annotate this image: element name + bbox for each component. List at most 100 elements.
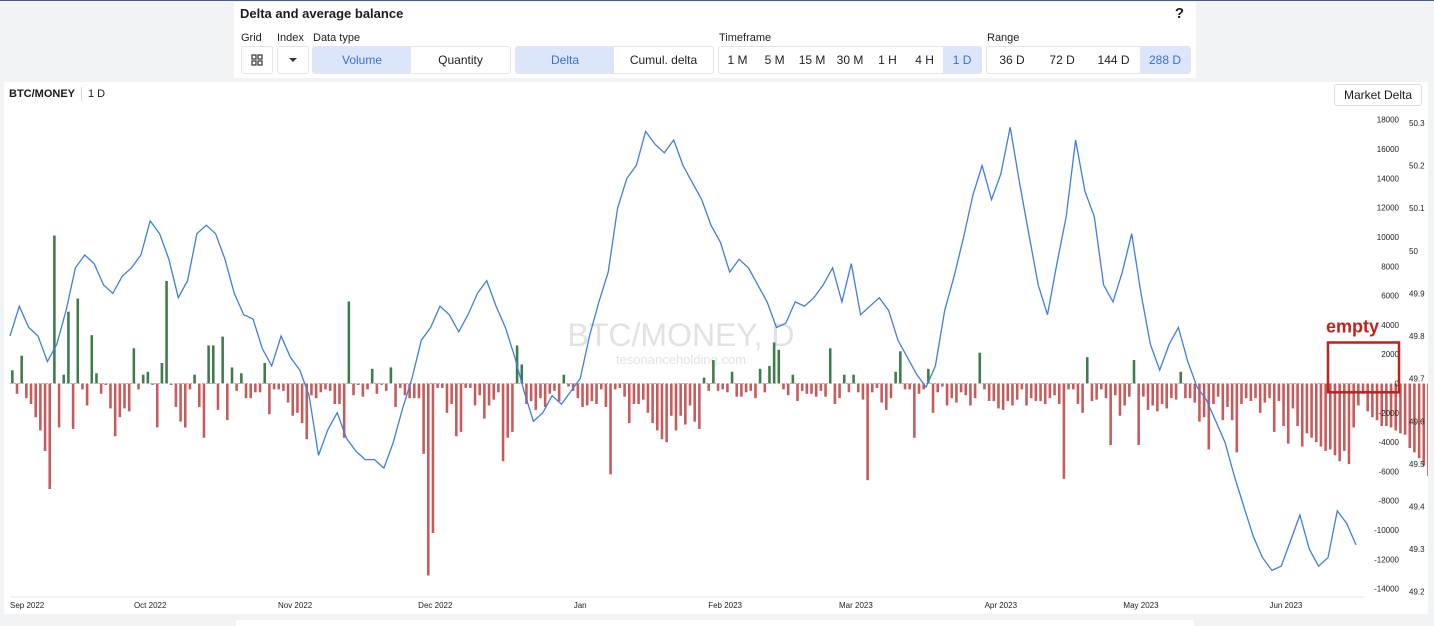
delta-tick-label: -6000 (1379, 467, 1400, 476)
delta-bar (1048, 383, 1052, 399)
balance-axis: 50.3 50.2 50.1 50 49.9 49.8 49.7 49.6 49.5 49.4 49… (1409, 119, 1425, 597)
delta-bar (726, 383, 729, 393)
interval-label: 1 D (88, 88, 106, 100)
delta-bar (665, 383, 668, 443)
delta-bar (53, 235, 56, 384)
timeframe-30m[interactable]: 30 M (836, 53, 864, 67)
delta-bar (1142, 383, 1145, 397)
timeframe-1h[interactable]: 1 H (878, 53, 897, 67)
delta-bar (819, 383, 823, 391)
delta-bar (240, 373, 243, 384)
balance-tick-label: 50.1 (1409, 204, 1425, 213)
delta-bar (328, 383, 332, 391)
balance-tick-label: 49.4 (1409, 503, 1425, 512)
delta-bar (226, 383, 229, 421)
timeframe-1m[interactable]: 1 M (727, 53, 748, 67)
x-tick-label: Oct 2022 (134, 601, 167, 610)
balance-tick-label: 49.5 (1409, 460, 1425, 469)
timeframe-4h[interactable]: 4 H (915, 53, 934, 67)
delta-bar (1053, 383, 1056, 396)
range-288d[interactable]: 288 D (1139, 47, 1190, 73)
delta-tick-label: 8000 (1381, 262, 1399, 271)
delta-bar (520, 364, 524, 384)
delta-bar (1118, 383, 1122, 416)
delta-bar (1043, 383, 1047, 405)
range-36d[interactable]: 36 D (999, 53, 1025, 67)
delta-bar (90, 335, 94, 384)
delta-bar (754, 383, 757, 399)
delta-bar (118, 383, 122, 418)
delta-option[interactable]: Delta (516, 47, 615, 73)
delta-bar (165, 280, 168, 384)
delta-bar (67, 311, 70, 384)
delta-bar (1151, 383, 1154, 406)
delta-bar (212, 345, 215, 384)
delta-bar (389, 367, 393, 384)
delta-bar (305, 383, 309, 440)
timeframe-15m[interactable]: 15 M (798, 53, 826, 67)
delta-bar (1263, 383, 1267, 403)
time-axis: Sep 2022 Oct 2022 Nov 2022 Dec 2022 Jan Feb 2… (10, 596, 1364, 610)
delta-bar (585, 383, 589, 406)
delta-bar (987, 383, 991, 402)
delta-bar (249, 383, 252, 399)
timeframe-1d[interactable]: 1 D (943, 47, 981, 73)
help-icon[interactable]: ? (1174, 5, 1184, 22)
delta-bar (1011, 383, 1014, 406)
delta-bar (777, 349, 781, 384)
delta-bar (1128, 383, 1131, 397)
delta-bar (268, 383, 271, 415)
delta-bar (889, 383, 893, 399)
delta-bar (455, 383, 458, 437)
x-tick-label: May 2023 (1123, 601, 1159, 610)
delta-bar (127, 383, 131, 412)
cumul-delta-option[interactable]: Cumul. delta (629, 53, 698, 67)
delta-bar (324, 383, 327, 390)
delta-bar (1034, 383, 1038, 402)
range-144d[interactable]: 144 D (1097, 53, 1130, 67)
data-type-quantity[interactable]: Quantity (438, 53, 483, 67)
x-tick-label: Nov 2022 (278, 601, 313, 610)
delta-bar (1137, 383, 1140, 446)
delta-bar (576, 383, 580, 399)
chart-container: BTC/MONEY 1 D Market Delta BTC/MONEY, D … (4, 82, 1428, 614)
delta-bar (380, 383, 383, 385)
delta-bar (95, 373, 98, 384)
range-72d[interactable]: 72 D (1049, 53, 1075, 67)
delta-bar (1366, 383, 1369, 412)
delta-tick-label: 6000 (1381, 292, 1399, 301)
delta-bar (71, 383, 75, 429)
index-dropdown[interactable] (277, 46, 309, 74)
delta-bar (314, 383, 318, 399)
delta-chart[interactable]: BTC/MONEY, D tesonanceholding.com 180001… (4, 82, 1428, 614)
delta-bar (361, 383, 365, 397)
delta-bar (679, 383, 682, 416)
timeframe-5m[interactable]: 5 M (764, 53, 785, 67)
delta-bar (300, 383, 304, 424)
grid-button[interactable] (241, 46, 273, 74)
delta-tick-label: 16000 (1377, 145, 1400, 154)
delta-bar (744, 383, 748, 393)
delta-bar (1282, 383, 1285, 427)
delta-bar (342, 383, 346, 438)
delta-bar (1146, 383, 1150, 410)
delta-bar (782, 383, 785, 390)
empty-highlight-box (1326, 341, 1401, 394)
balance-tick-label: 49.9 (1409, 289, 1425, 298)
delta-bar (445, 383, 449, 413)
delta-bar (637, 383, 640, 405)
data-type-volume[interactable]: Volume (313, 47, 412, 73)
delta-tick-label: -8000 (1379, 497, 1400, 506)
x-tick-label: Mar 2023 (839, 601, 873, 610)
delta-bar (810, 383, 813, 394)
delta-bar (1076, 383, 1080, 405)
delta-bar (627, 383, 631, 424)
delta-bar (492, 383, 495, 400)
delta-bar (347, 301, 351, 384)
delta-tick-label: -12000 (1374, 555, 1399, 564)
delta-bar (450, 383, 453, 405)
market-delta-button[interactable]: Market Delta (1333, 84, 1422, 106)
delta-bar (955, 383, 958, 403)
delta-bar (1170, 383, 1173, 399)
delta-bar (1230, 383, 1234, 421)
